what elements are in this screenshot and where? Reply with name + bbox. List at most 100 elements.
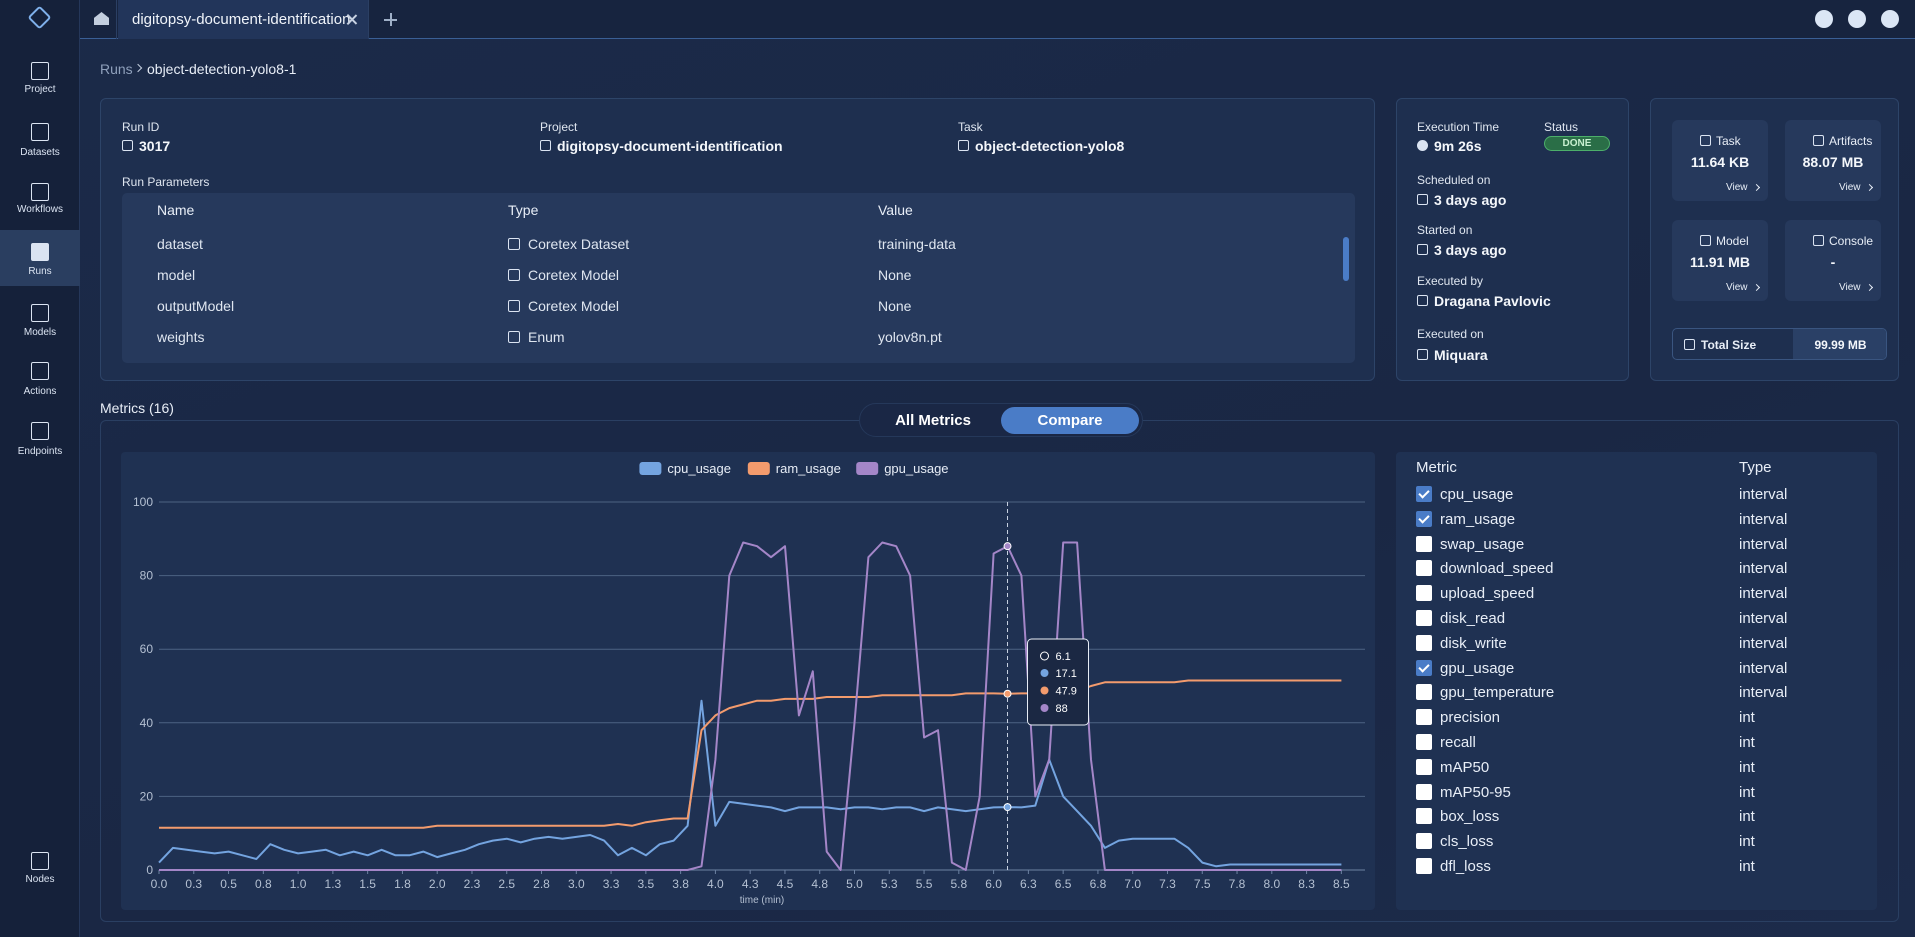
sidebar-item[interactable]: Runs	[0, 267, 80, 277]
column-header: Type	[1739, 460, 1772, 475]
checkbox[interactable]	[1416, 511, 1432, 527]
table-cell: model	[157, 268, 195, 282]
card-action[interactable]: View	[1839, 183, 1861, 193]
status-badge: DONE	[1544, 136, 1610, 151]
checkbox[interactable]	[1416, 660, 1432, 676]
toolbar-icon[interactable]	[1881, 10, 1899, 28]
storage-card[interactable]: Task 11.64 KB View	[1672, 120, 1768, 201]
new-tab[interactable]	[384, 13, 397, 26]
checkbox[interactable]	[1416, 784, 1432, 800]
icon	[1417, 194, 1428, 205]
field-value: 3 days ago	[1434, 193, 1506, 207]
tooltip-dot	[1041, 687, 1049, 695]
x-tick-label: 2.3	[464, 877, 481, 891]
storage-card[interactable]: Artifacts 88.07 MB View	[1785, 120, 1881, 201]
sidebar-item[interactable]: Models	[0, 328, 80, 338]
sidebar-item[interactable]: Nodes	[0, 875, 80, 885]
icon	[1813, 235, 1824, 246]
x-tick-label: 4.3	[742, 877, 759, 891]
chart: 0204060801000.00.30.50.81.01.31.51.82.02…	[121, 452, 1375, 910]
toggle-option[interactable]: All Metrics	[864, 413, 1002, 428]
checkbox[interactable]	[1416, 585, 1432, 601]
x-tick-label: 1.5	[359, 877, 376, 891]
checkbox[interactable]	[1416, 734, 1432, 750]
x-tick-label: 5.8	[950, 877, 967, 891]
sidebar-item[interactable]: Endpoints	[0, 447, 80, 457]
breadcrumb-link[interactable]: Runs	[100, 62, 133, 76]
hover-point	[1004, 804, 1011, 811]
total-value: 99.99 MB	[1793, 339, 1887, 351]
metric-type: interval	[1739, 586, 1787, 601]
checkbox[interactable]	[1416, 808, 1432, 824]
toolbar-icon[interactable]	[1815, 10, 1833, 28]
execution-panel: Execution Time9m 26sStatusDONEScheduled …	[1396, 98, 1629, 381]
check	[1418, 512, 1429, 523]
metric-type: interval	[1739, 636, 1787, 651]
metric-type: interval	[1739, 487, 1787, 502]
x-tick-label: 8.5	[1333, 877, 1350, 891]
field-label: Project	[540, 121, 577, 133]
table-cell: training-data	[878, 237, 956, 251]
toolbar-icon[interactable]	[1848, 10, 1866, 28]
icon	[31, 123, 49, 141]
icon	[1700, 135, 1711, 146]
x-tick-label: 5.0	[846, 877, 863, 891]
tab-title: digitopsy-document-identification	[132, 12, 350, 27]
tab-close[interactable]	[346, 14, 357, 25]
card-label: Artifacts	[1829, 135, 1872, 147]
field-label: Execution Time	[1417, 121, 1499, 133]
sidebar-item[interactable]: Datasets	[0, 148, 80, 158]
hover-point	[1004, 543, 1011, 550]
field-value: digitopsy-document-identification	[557, 139, 783, 153]
clock-icon	[1417, 140, 1428, 151]
parameters-table: NameTypeValuedatasetCoretex Datasettrain…	[122, 193, 1355, 363]
field-value: 3017	[139, 139, 170, 153]
metric-name: mAP50-95	[1440, 785, 1511, 800]
card-value: 88.07 MB	[1785, 155, 1881, 169]
checkbox[interactable]	[1416, 560, 1432, 576]
view-toggle: All MetricsCompare	[859, 403, 1143, 437]
card-label: Task	[1716, 135, 1741, 147]
sidebar: Project Datasets Workflows Runs Models Action…	[0, 0, 80, 937]
sidebar-item[interactable]: Actions	[0, 387, 80, 397]
tab[interactable]: digitopsy-document-identification	[118, 0, 369, 39]
metric-type: int	[1739, 785, 1755, 800]
checkbox[interactable]	[1416, 536, 1432, 552]
column-header: Name	[157, 203, 194, 217]
card-action[interactable]: View	[1726, 183, 1748, 193]
legend-swatch	[856, 462, 878, 475]
table-cell: outputModel	[157, 299, 234, 313]
checkbox[interactable]	[1416, 610, 1432, 626]
chevron	[1753, 284, 1760, 291]
series-line	[159, 543, 1341, 871]
x-tick-label: 7.5	[1194, 877, 1211, 891]
x-tick-label: 4.0	[707, 877, 724, 891]
sidebar-item[interactable]: Project	[0, 85, 80, 95]
icon	[31, 304, 49, 322]
checkbox[interactable]	[1416, 709, 1432, 725]
toggle-option[interactable]: Compare	[1001, 413, 1139, 428]
x-tick-label: 1.0	[290, 877, 307, 891]
card-action[interactable]: View	[1839, 283, 1861, 293]
x-tick-label: 4.5	[777, 877, 794, 891]
plus-line	[384, 19, 397, 21]
x-tick-label: 0.0	[151, 877, 168, 891]
metric-name: recall	[1440, 735, 1476, 750]
metric-name: cpu_usage	[1440, 487, 1513, 502]
legend-label: cpu_usage	[667, 461, 731, 476]
checkbox[interactable]	[1416, 759, 1432, 775]
checkbox[interactable]	[1416, 833, 1432, 849]
card-action[interactable]: View	[1726, 283, 1748, 293]
checkbox[interactable]	[1416, 858, 1432, 874]
storage-card[interactable]: Model11.91 MBView	[1672, 220, 1768, 301]
storage-card[interactable]: Console-View	[1785, 220, 1881, 301]
checkbox[interactable]	[1416, 635, 1432, 651]
sidebar-item[interactable]: Workflows	[0, 205, 80, 215]
total-size: Total Size99.99 MB	[1672, 328, 1887, 360]
card-value: 11.64 KB	[1672, 155, 1768, 169]
metric-name: disk_read	[1440, 611, 1505, 626]
checkbox[interactable]	[1416, 486, 1432, 502]
card-value: -	[1785, 255, 1881, 269]
checkbox[interactable]	[1416, 684, 1432, 700]
x-tick-label: 7.8	[1229, 877, 1246, 891]
